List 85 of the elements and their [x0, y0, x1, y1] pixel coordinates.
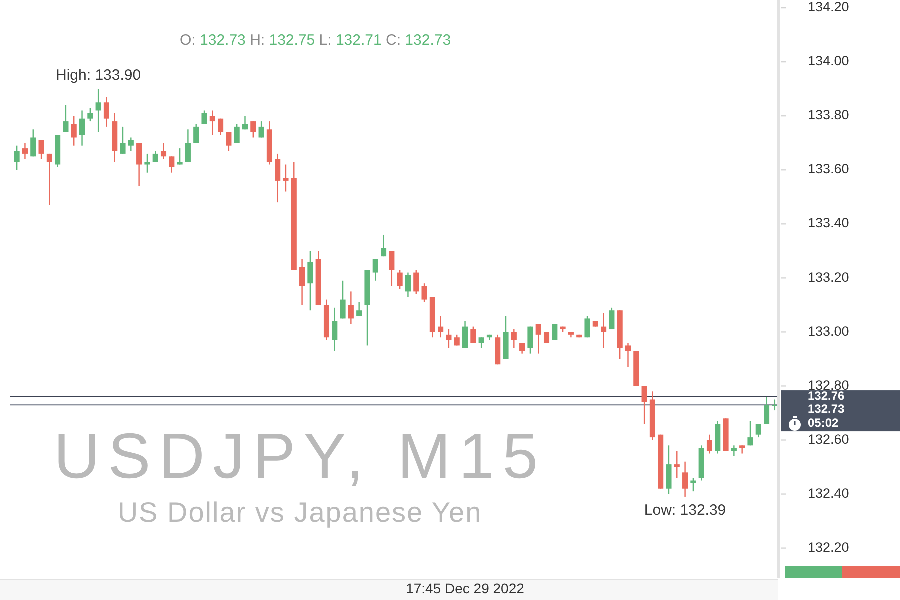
candlestick	[609, 307, 615, 330]
candlestick	[674, 450, 680, 479]
candlestick	[772, 399, 778, 412]
candlestick	[79, 110, 86, 146]
candlestick	[756, 423, 762, 438]
candlestick	[194, 124, 200, 144]
text: US Dollar vs Japanese Yen	[118, 497, 482, 528]
y-tick-label: 132.60	[808, 432, 850, 447]
candlestick	[642, 386, 648, 425]
candlestick	[528, 326, 534, 354]
annotation: Low: 132.39	[644, 502, 726, 519]
candlestick	[389, 250, 395, 287]
y-tick-label: 134.20	[808, 0, 850, 15]
annotation: High: 133.90	[56, 67, 142, 84]
candlestick	[104, 96, 110, 128]
candlestick	[283, 164, 289, 192]
candlestick	[63, 104, 69, 133]
text: USDJPY, M15	[54, 420, 546, 492]
candlestick	[218, 118, 224, 136]
candlestick	[520, 342, 526, 354]
y-tick-label: 132.20	[808, 540, 850, 555]
candlestick	[169, 156, 175, 174]
y-tick-label: 132.40	[808, 486, 850, 501]
candlestick	[185, 129, 191, 163]
candlestick	[14, 145, 20, 171]
candlestick	[381, 234, 387, 258]
candlestick	[22, 142, 28, 160]
candlestick	[372, 258, 378, 282]
candlestick	[136, 142, 142, 187]
candlestick	[690, 477, 696, 492]
candlestick	[706, 434, 713, 454]
candlestick	[202, 110, 208, 125]
candlestick	[30, 129, 36, 158]
candlestick	[160, 142, 167, 160]
candlestick	[536, 324, 542, 354]
candlestick	[478, 337, 484, 350]
candlestick	[234, 124, 240, 144]
candlestick	[250, 120, 256, 138]
y-tick-label: 133.40	[808, 216, 850, 231]
candlestick	[226, 132, 232, 152]
candlestick	[438, 315, 444, 338]
candlestick	[511, 328, 517, 350]
candlestick	[397, 269, 403, 290]
candlestick	[46, 153, 52, 206]
candlestick	[258, 120, 264, 138]
candlestick	[764, 396, 770, 425]
candlestick	[731, 445, 737, 458]
candlestick	[414, 269, 420, 295]
candlestick	[348, 291, 354, 325]
candlestick	[682, 461, 688, 498]
candlestick	[446, 328, 452, 350]
candlestick	[120, 126, 126, 155]
candlestick	[356, 302, 362, 317]
candlestick	[748, 420, 754, 446]
candlestick	[405, 272, 411, 298]
candlestick	[71, 116, 77, 146]
annotation: O: 132.73 H: 132.75 L: 132.71 C: 132.73	[180, 32, 452, 49]
candlestick	[144, 153, 150, 174]
candlestick	[340, 280, 346, 320]
candlestick	[625, 342, 632, 368]
y-tick-label: 133.00	[808, 324, 850, 339]
candlestick	[38, 140, 44, 160]
candlestick	[128, 137, 134, 152]
y-tick-label: 133.20	[808, 270, 850, 285]
text: 05:02	[808, 416, 840, 430]
candlestick	[584, 315, 590, 338]
candlestick	[552, 324, 558, 341]
candlestick	[601, 312, 607, 350]
y-tick-label: 134.00	[808, 54, 850, 69]
candlestick	[88, 107, 94, 122]
x-tick-label: 17:45 Dec 29 2022	[406, 580, 525, 597]
y-tick-label: 133.80	[808, 108, 850, 123]
candlestick	[422, 283, 428, 304]
candlestick	[462, 320, 468, 350]
candlestick	[470, 326, 476, 344]
candlestick	[177, 148, 183, 166]
y-tick-label: 133.60	[808, 162, 850, 177]
ref-line-label: 132.73	[808, 402, 846, 416]
candlestick	[242, 116, 248, 130]
candlestick	[96, 88, 102, 133]
candlestick	[308, 250, 314, 312]
candlestick	[275, 153, 281, 204]
candlestick	[210, 110, 216, 136]
candlestick	[332, 307, 338, 352]
candlestick	[300, 258, 306, 306]
